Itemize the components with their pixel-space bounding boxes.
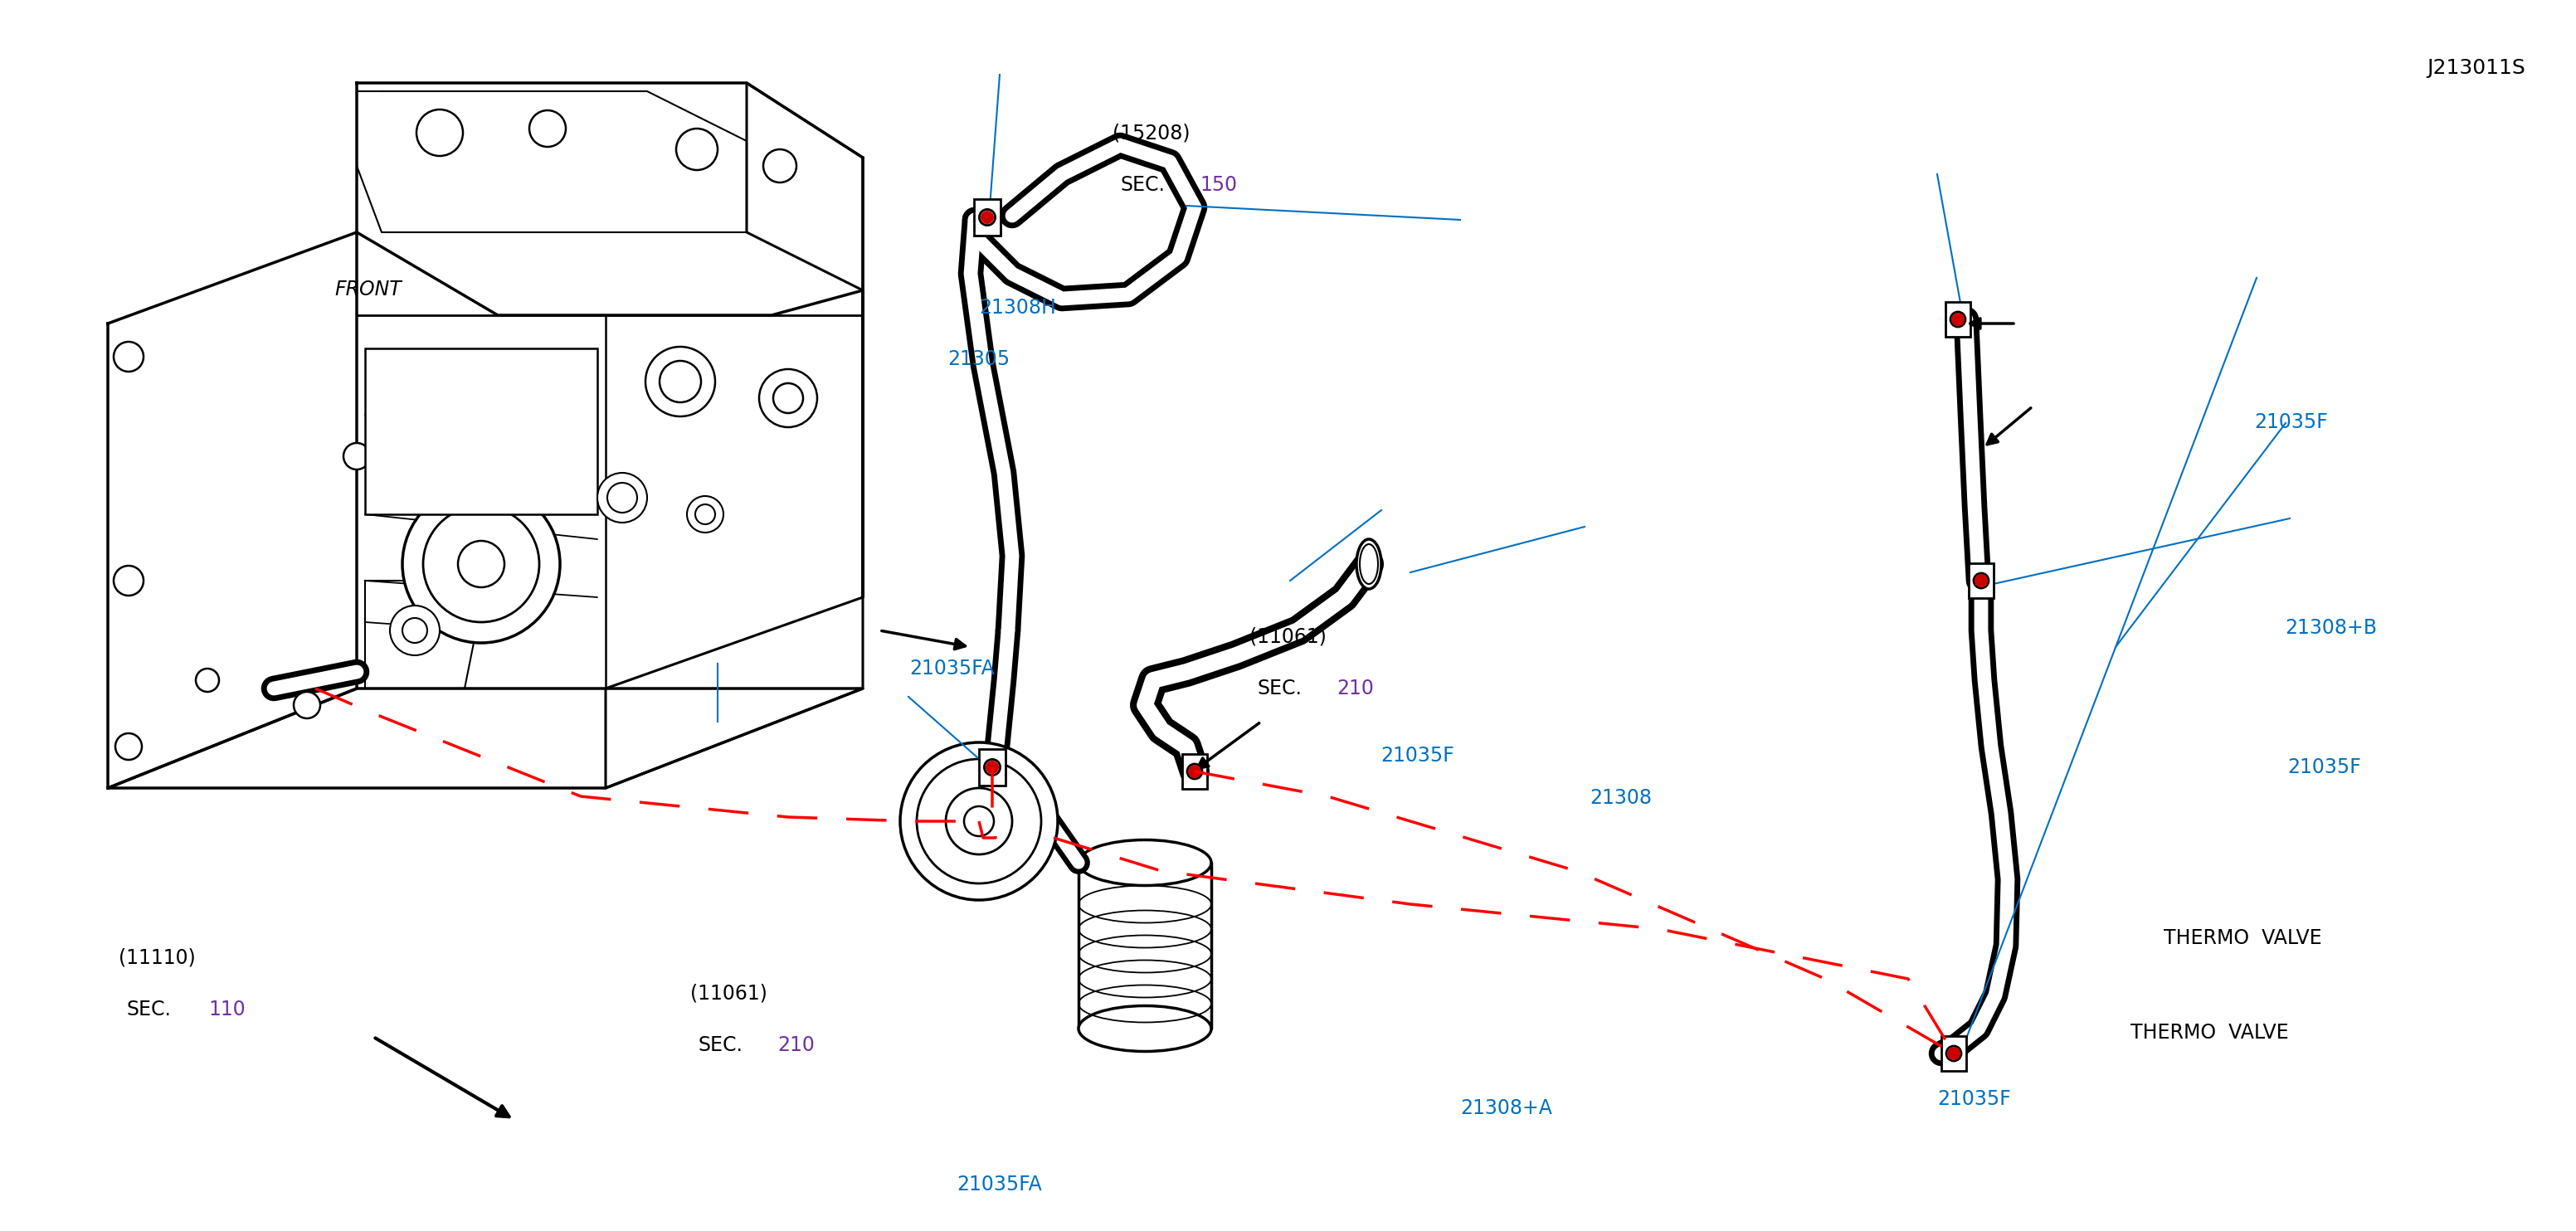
Text: THERMO  VALVE: THERMO VALVE [2164, 928, 2321, 948]
Text: (11061): (11061) [690, 984, 768, 1003]
Circle shape [917, 760, 1041, 884]
Text: 21035F: 21035F [1381, 746, 1455, 766]
Circle shape [981, 211, 994, 224]
Circle shape [760, 369, 817, 427]
Circle shape [1188, 764, 1203, 779]
Text: 150: 150 [1200, 175, 1239, 194]
Circle shape [196, 668, 219, 692]
Circle shape [1950, 311, 1965, 326]
Text: FRONT: FRONT [335, 279, 402, 299]
Circle shape [294, 692, 319, 719]
Circle shape [762, 149, 796, 182]
Circle shape [402, 485, 559, 643]
Circle shape [1950, 313, 1965, 326]
Ellipse shape [1358, 539, 1381, 588]
Circle shape [459, 540, 505, 587]
Circle shape [113, 566, 144, 596]
Circle shape [113, 342, 144, 372]
Circle shape [116, 734, 142, 760]
Text: THERMO  VALVE: THERMO VALVE [2130, 1023, 2287, 1043]
Circle shape [389, 606, 440, 655]
Polygon shape [355, 82, 863, 315]
FancyBboxPatch shape [1942, 1037, 1965, 1071]
Polygon shape [605, 82, 863, 788]
Circle shape [647, 347, 716, 416]
Circle shape [1947, 1046, 1960, 1061]
Circle shape [1976, 574, 1989, 587]
Circle shape [963, 806, 994, 836]
Circle shape [987, 761, 999, 774]
Text: 210: 210 [778, 1035, 814, 1055]
Text: 21305: 21305 [948, 350, 1010, 369]
Circle shape [598, 473, 647, 523]
Text: 21035F: 21035F [2254, 412, 2329, 432]
FancyBboxPatch shape [979, 748, 1005, 785]
Circle shape [675, 128, 719, 170]
Text: 210: 210 [1337, 678, 1373, 698]
Circle shape [1947, 1046, 1960, 1060]
FancyBboxPatch shape [974, 198, 999, 236]
FancyBboxPatch shape [1968, 564, 1994, 598]
Circle shape [343, 443, 371, 469]
Text: (11061): (11061) [1249, 627, 1327, 646]
Text: (15208): (15208) [1113, 123, 1190, 143]
Text: SEC.: SEC. [126, 1000, 170, 1019]
Circle shape [979, 209, 994, 225]
Text: SEC.: SEC. [1121, 175, 1164, 194]
Circle shape [402, 618, 428, 643]
Text: SEC.: SEC. [698, 1035, 742, 1055]
Circle shape [773, 383, 804, 414]
Circle shape [417, 110, 464, 156]
Ellipse shape [1079, 840, 1211, 885]
Polygon shape [108, 688, 863, 788]
Text: 21035F: 21035F [1937, 1089, 2012, 1109]
Circle shape [659, 361, 701, 403]
Text: SEC.: SEC. [1257, 678, 1301, 698]
Circle shape [1973, 574, 1989, 588]
Circle shape [422, 506, 538, 622]
Text: 110: 110 [209, 1000, 245, 1019]
Text: 21308+B: 21308+B [2285, 618, 2378, 638]
Ellipse shape [1079, 1006, 1211, 1051]
Text: (11110): (11110) [118, 948, 196, 968]
Circle shape [528, 111, 567, 146]
Circle shape [608, 483, 636, 512]
Ellipse shape [1360, 544, 1378, 583]
Bar [366, 348, 598, 515]
FancyBboxPatch shape [1182, 755, 1208, 789]
Text: 21035F: 21035F [2287, 757, 2362, 777]
Text: 21035FA: 21035FA [956, 1174, 1043, 1194]
Text: 21308H: 21308H [979, 298, 1056, 318]
Circle shape [945, 788, 1012, 854]
Circle shape [899, 742, 1059, 900]
FancyBboxPatch shape [1945, 302, 1971, 337]
Text: 21035FA: 21035FA [909, 659, 994, 678]
Circle shape [984, 760, 999, 776]
Polygon shape [108, 233, 355, 788]
Text: 21308+A: 21308+A [1461, 1098, 1553, 1118]
Text: J213011S: J213011S [2427, 58, 2524, 78]
Circle shape [1188, 764, 1200, 778]
Text: 21308: 21308 [1589, 788, 1651, 808]
Circle shape [696, 505, 716, 524]
Circle shape [688, 496, 724, 533]
